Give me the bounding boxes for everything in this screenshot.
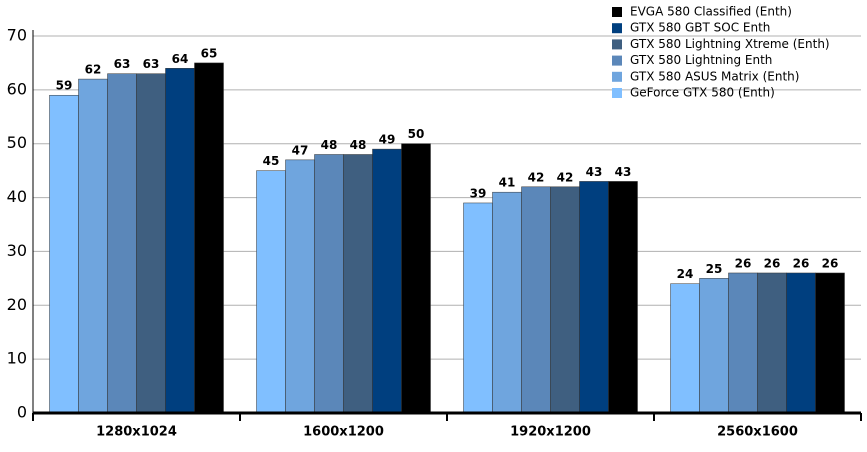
value-label: 65: [201, 46, 218, 60]
legend-label: GTX 580 Lightning Xtreme (Enth): [630, 37, 830, 51]
value-label: 47: [292, 143, 309, 157]
legend-label: GeForce GTX 580 (Enth): [630, 86, 775, 100]
value-label: 64: [172, 52, 189, 66]
bar: [728, 272, 758, 414]
value-label: 39: [470, 186, 487, 200]
value-label: 48: [321, 138, 338, 152]
value-label: 59: [56, 79, 73, 93]
value-label: 48: [350, 138, 367, 152]
bar: [608, 181, 638, 414]
value-label: 62: [85, 63, 102, 77]
y-tick-label: 60: [7, 79, 27, 98]
bar: [463, 202, 493, 414]
value-label: 63: [114, 57, 131, 71]
bar: [78, 78, 108, 414]
legend-swatch: [612, 71, 622, 82]
y-tick-label: 20: [7, 295, 27, 314]
value-label: 43: [615, 165, 632, 179]
legend-label: GTX 580 ASUS Matrix (Enth): [630, 69, 799, 83]
x-tick-label: 2560x1600: [717, 425, 798, 440]
value-label: 63: [143, 57, 160, 71]
legend-label: EVGA 580 Classified (Enth): [630, 5, 792, 19]
x-tick-label: 1920x1200: [510, 425, 591, 440]
bar: [285, 159, 315, 414]
bar: [165, 68, 195, 414]
value-label: 45: [263, 154, 280, 168]
bar: [699, 278, 729, 414]
value-label: 25: [706, 262, 723, 276]
value-label: 26: [764, 256, 781, 270]
legend-swatch: [612, 55, 622, 66]
legend-swatch: [612, 7, 622, 17]
bar: [256, 170, 286, 414]
y-tick-label: 10: [7, 349, 27, 368]
bar: [343, 154, 373, 414]
bar: [136, 73, 166, 414]
bar: [492, 191, 522, 414]
value-label: 42: [557, 170, 574, 184]
bar: [670, 283, 700, 414]
bar: [757, 272, 787, 414]
bar: [550, 186, 580, 414]
bar: [107, 73, 137, 414]
bar: [314, 154, 344, 414]
y-tick-label: 70: [7, 26, 27, 45]
bar: [194, 62, 224, 414]
value-label: 49: [379, 133, 396, 147]
legend-swatch: [612, 88, 622, 98]
value-label: 26: [822, 256, 839, 270]
bar: [786, 272, 816, 414]
bar: [372, 148, 402, 414]
bar: [401, 143, 431, 414]
bar: [521, 186, 551, 414]
value-label: 43: [586, 165, 603, 179]
value-label: 26: [735, 256, 752, 270]
value-label: 26: [793, 256, 810, 270]
bar: [815, 272, 845, 414]
x-tick-label: 1280x1024: [96, 425, 177, 440]
legend-label: GTX 580 GBT SOC Enth: [630, 21, 770, 35]
value-label: 50: [408, 127, 425, 141]
y-tick-label: 0: [17, 403, 27, 422]
legend-swatch: [612, 23, 622, 34]
value-label: 41: [499, 176, 516, 190]
x-tick-label: 1600x1200: [303, 425, 384, 440]
value-label: 24: [677, 267, 694, 281]
y-tick-label: 30: [7, 241, 27, 260]
legend-swatch: [612, 39, 622, 50]
bar: [49, 94, 79, 414]
legend-label: GTX 580 Lightning Enth: [630, 53, 772, 67]
value-label: 42: [528, 170, 545, 184]
y-tick-label: 40: [7, 187, 27, 206]
y-tick-label: 50: [7, 133, 27, 152]
bar: [579, 181, 609, 414]
